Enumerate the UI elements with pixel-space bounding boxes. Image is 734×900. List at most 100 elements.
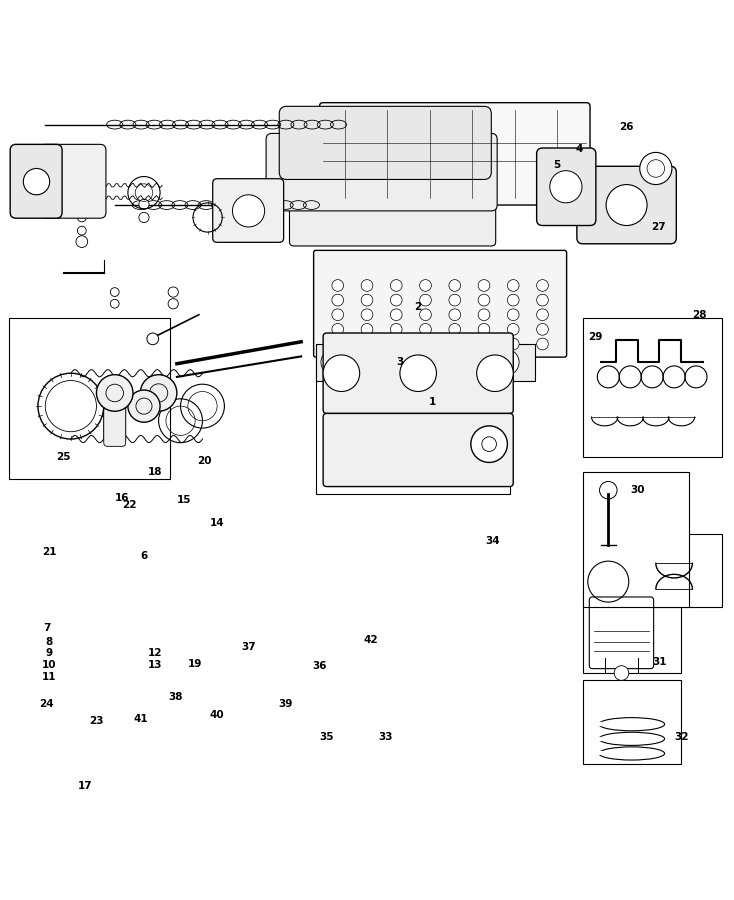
Circle shape — [390, 338, 402, 350]
Circle shape — [168, 287, 178, 297]
Text: 42: 42 — [363, 635, 378, 645]
FancyBboxPatch shape — [40, 144, 106, 218]
Circle shape — [23, 168, 50, 194]
Bar — [9, 319, 170, 479]
FancyBboxPatch shape — [289, 194, 495, 246]
Text: 41: 41 — [133, 714, 148, 724]
Circle shape — [361, 309, 373, 320]
FancyBboxPatch shape — [313, 250, 567, 357]
Text: 15: 15 — [177, 495, 192, 505]
FancyBboxPatch shape — [323, 333, 513, 413]
Circle shape — [550, 171, 582, 202]
FancyBboxPatch shape — [266, 133, 497, 211]
Circle shape — [478, 323, 490, 335]
Text: 12: 12 — [148, 648, 162, 658]
Text: 34: 34 — [485, 536, 500, 546]
Text: 6: 6 — [140, 551, 148, 561]
Circle shape — [449, 280, 461, 292]
Circle shape — [400, 355, 437, 392]
Circle shape — [332, 294, 344, 306]
Circle shape — [478, 309, 490, 320]
Text: 20: 20 — [197, 456, 212, 466]
Circle shape — [482, 436, 496, 452]
Text: 30: 30 — [631, 485, 644, 495]
Circle shape — [96, 374, 133, 411]
Text: 25: 25 — [57, 453, 70, 463]
Text: 37: 37 — [241, 642, 256, 652]
Text: 7: 7 — [43, 623, 51, 633]
Text: 26: 26 — [619, 122, 634, 131]
Circle shape — [390, 309, 402, 320]
Circle shape — [147, 333, 159, 345]
Circle shape — [507, 294, 519, 306]
Text: 3: 3 — [396, 357, 404, 367]
Text: 31: 31 — [653, 657, 666, 667]
Text: 17: 17 — [78, 781, 92, 791]
FancyBboxPatch shape — [103, 395, 126, 446]
Circle shape — [390, 280, 402, 292]
Circle shape — [476, 355, 513, 392]
Circle shape — [507, 280, 519, 292]
Circle shape — [110, 288, 119, 296]
Bar — [583, 472, 688, 608]
Text: 18: 18 — [148, 467, 162, 477]
Text: 16: 16 — [115, 492, 129, 502]
Circle shape — [507, 338, 519, 350]
Text: 36: 36 — [312, 661, 327, 670]
Circle shape — [323, 355, 360, 392]
Circle shape — [449, 309, 461, 320]
Bar — [316, 326, 509, 494]
Circle shape — [507, 309, 519, 320]
FancyBboxPatch shape — [316, 344, 535, 381]
Circle shape — [168, 299, 178, 309]
Circle shape — [537, 323, 548, 335]
Text: 10: 10 — [42, 660, 57, 670]
Text: 27: 27 — [651, 222, 665, 232]
Circle shape — [449, 294, 461, 306]
FancyBboxPatch shape — [323, 413, 513, 487]
Circle shape — [435, 349, 462, 375]
Circle shape — [390, 294, 402, 306]
Circle shape — [390, 323, 402, 335]
Circle shape — [77, 200, 86, 209]
Circle shape — [507, 323, 519, 335]
Circle shape — [606, 184, 647, 226]
Text: 11: 11 — [42, 671, 57, 681]
FancyBboxPatch shape — [577, 166, 676, 244]
Text: 32: 32 — [674, 732, 688, 742]
Bar — [649, 534, 722, 608]
Circle shape — [139, 212, 149, 222]
Circle shape — [140, 374, 177, 411]
Circle shape — [332, 323, 344, 335]
Circle shape — [537, 280, 548, 292]
Circle shape — [640, 152, 672, 184]
Circle shape — [537, 294, 548, 306]
Text: 1: 1 — [429, 398, 437, 408]
Circle shape — [110, 300, 119, 308]
Circle shape — [420, 309, 432, 320]
Circle shape — [647, 159, 664, 177]
Text: 24: 24 — [40, 699, 54, 709]
Circle shape — [77, 213, 86, 222]
Circle shape — [378, 349, 404, 375]
Text: 40: 40 — [210, 710, 225, 720]
Text: 28: 28 — [692, 310, 707, 320]
FancyBboxPatch shape — [213, 179, 283, 242]
Text: 39: 39 — [278, 699, 292, 709]
Bar — [583, 589, 681, 673]
Circle shape — [361, 280, 373, 292]
Circle shape — [139, 199, 149, 210]
Circle shape — [537, 338, 548, 350]
Circle shape — [233, 194, 265, 227]
Circle shape — [361, 294, 373, 306]
Circle shape — [321, 349, 347, 375]
Bar — [583, 319, 722, 457]
Text: 35: 35 — [319, 733, 334, 742]
Circle shape — [332, 338, 344, 350]
Circle shape — [478, 280, 490, 292]
Circle shape — [420, 338, 432, 350]
Circle shape — [332, 309, 344, 320]
FancyBboxPatch shape — [103, 377, 126, 443]
Circle shape — [614, 666, 629, 680]
Bar — [583, 680, 681, 764]
